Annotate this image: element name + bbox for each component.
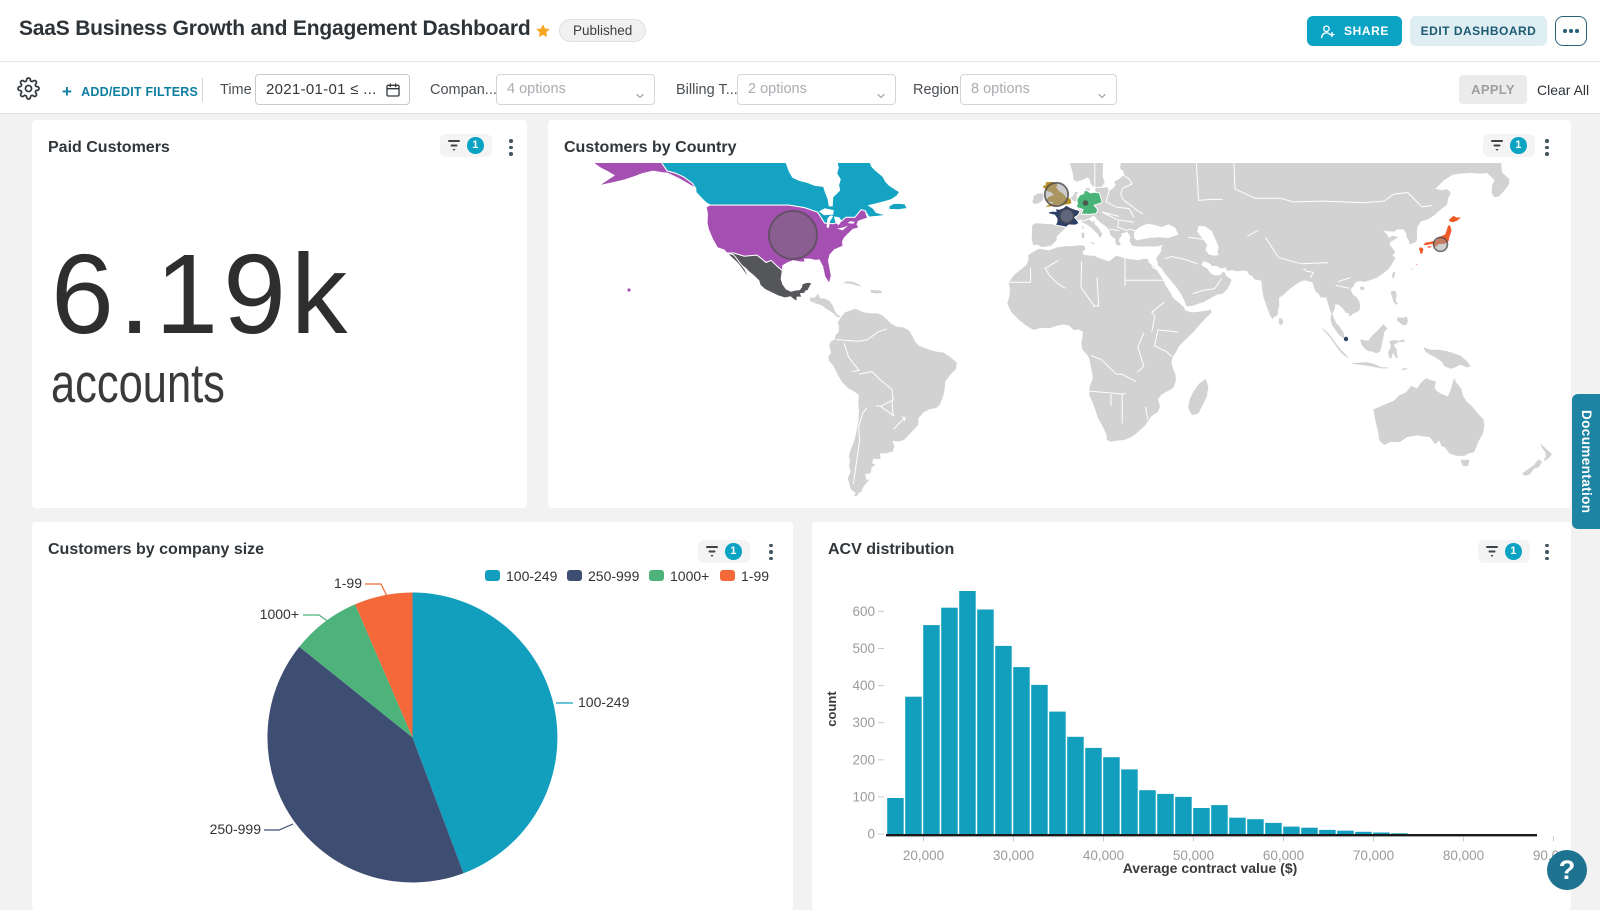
svg-text:70,000: 70,000	[1353, 848, 1394, 863]
svg-text:1000+: 1000+	[260, 606, 299, 622]
svg-text:100: 100	[852, 789, 875, 804]
svg-text:200: 200	[852, 752, 875, 767]
svg-text:40,000: 40,000	[1083, 848, 1124, 863]
svg-text:20,000: 20,000	[903, 848, 944, 863]
svg-text:400: 400	[852, 678, 875, 693]
svg-text:30,000: 30,000	[993, 848, 1034, 863]
svg-text:60,000: 60,000	[1263, 848, 1304, 863]
svg-text:count: count	[824, 691, 839, 727]
svg-text:1-99: 1-99	[334, 575, 362, 591]
svg-text:500: 500	[852, 641, 875, 656]
svg-text:0: 0	[867, 827, 875, 842]
svg-text:Average contract value ($): Average contract value ($)	[1123, 860, 1298, 876]
svg-text:50,000: 50,000	[1173, 848, 1214, 863]
svg-text:100-249: 100-249	[578, 694, 630, 710]
svg-text:80,000: 80,000	[1443, 848, 1484, 863]
svg-text:300: 300	[852, 715, 875, 730]
svg-text:600: 600	[852, 604, 875, 619]
svg-text:250-999: 250-999	[210, 821, 262, 837]
